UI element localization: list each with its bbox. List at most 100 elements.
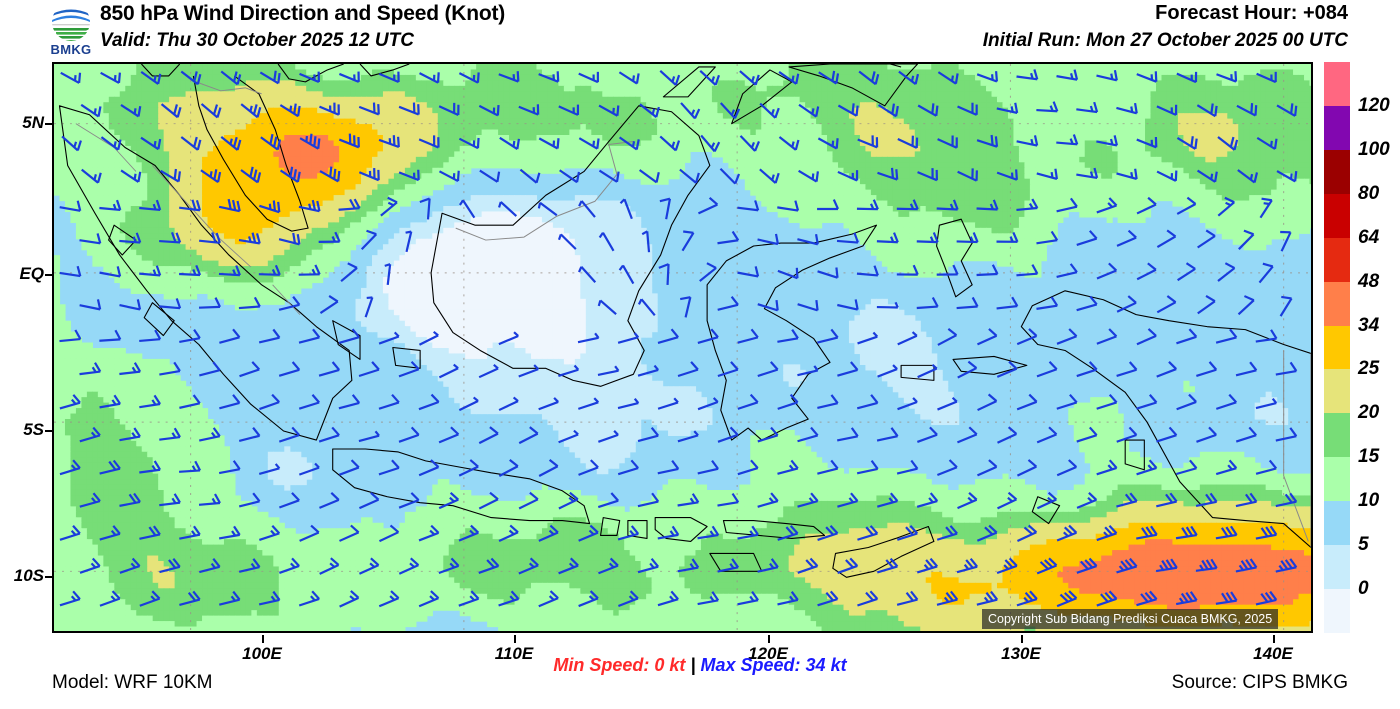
- wind-barb: [558, 557, 579, 575]
- x-axis-tick: [514, 635, 516, 643]
- wind-barb: [299, 524, 320, 542]
- min-speed-label: Min Speed: 0 kt: [553, 655, 686, 675]
- wind-barb: [338, 198, 361, 211]
- speed-range-label: Min Speed: 0 kt | Max Speed: 34 kt: [0, 655, 1400, 676]
- wind-barb: [797, 557, 819, 574]
- wind-barb: [260, 133, 282, 151]
- wind-barb: [657, 328, 679, 344]
- wind-barb: [857, 135, 879, 149]
- wind-barb: [1280, 230, 1292, 252]
- colorbar-segment: [1324, 545, 1350, 589]
- wind-barb: [378, 590, 400, 608]
- wind-barb: [99, 459, 121, 475]
- wind-barb: [996, 557, 1018, 575]
- wind-barb: [717, 361, 739, 378]
- wind-map[interactable]: Copyright Sub Bidang Prediksi Cuaca BMKG…: [52, 62, 1313, 633]
- wind-barb: [936, 459, 958, 477]
- wind-barb: [298, 199, 321, 213]
- y-axis-label: EQ: [19, 264, 44, 283]
- wind-barb: [139, 394, 161, 409]
- wind-barb: [1275, 558, 1298, 573]
- wind-map-canvas: [54, 64, 1311, 631]
- wind-barb: [916, 232, 939, 244]
- wind-barb: [917, 168, 938, 182]
- bmkg-logo-mark: [52, 3, 90, 41]
- wind-barb: [836, 232, 859, 244]
- wind-barb: [338, 459, 360, 476]
- wind-barb: [957, 168, 978, 182]
- wind-barb: [100, 136, 122, 151]
- wind-barb: [598, 169, 620, 183]
- colorbar-tick-label: 0: [1358, 578, 1369, 599]
- wind-barb: [617, 332, 640, 344]
- wind-barb: [817, 394, 839, 410]
- wind-barb: [418, 330, 439, 346]
- wind-barb: [438, 170, 460, 183]
- wind-barb: [777, 329, 799, 343]
- wind-barb: [1196, 103, 1218, 118]
- y-axis-label: 5S: [23, 420, 44, 439]
- wind-barb: [917, 363, 938, 379]
- colorbar-segment: [1324, 106, 1350, 150]
- wind-barb: [159, 558, 181, 574]
- wind-barb: [996, 102, 1019, 115]
- wind-barb: [380, 196, 398, 217]
- wind-barb: [360, 229, 378, 251]
- wind-barb: [238, 426, 261, 442]
- wind-barb: [59, 459, 81, 476]
- wind-barb: [1036, 168, 1058, 181]
- wind-barb: [458, 137, 480, 150]
- wind-barb: [258, 463, 281, 475]
- wind-barb: [936, 525, 958, 541]
- wind-barb: [1156, 426, 1178, 443]
- wind-barb: [1195, 492, 1218, 508]
- wind-barb: [139, 199, 162, 212]
- wind-barb: [1156, 492, 1178, 508]
- wind-barb: [577, 397, 600, 410]
- wind-barb: [1076, 557, 1098, 574]
- source-label: Source: CIPS BMKG: [1171, 672, 1348, 693]
- wind-barb: [896, 525, 919, 541]
- wind-barb: [518, 104, 540, 116]
- wind-barb: [1136, 525, 1158, 540]
- wind-barb: [1156, 361, 1178, 378]
- wind-barb: [937, 396, 958, 411]
- wind-barb: [996, 296, 1019, 310]
- wind-barb: [977, 393, 998, 412]
- wind-barb: [1016, 328, 1038, 346]
- wind-barb: [1036, 296, 1059, 310]
- wind-barb: [1279, 295, 1293, 317]
- wind-barb: [737, 393, 759, 410]
- wind-barb: [298, 590, 320, 607]
- wind-barb: [1215, 459, 1238, 476]
- wind-barb: [697, 525, 720, 540]
- wind-barb: [1076, 295, 1098, 312]
- wind-barb: [438, 491, 460, 510]
- colorbar-tick-label: 64: [1358, 227, 1380, 248]
- wind-barb: [697, 591, 720, 606]
- wind-barb: [1236, 103, 1258, 117]
- wind-barb: [817, 199, 840, 211]
- wind-barb: [438, 557, 460, 575]
- wind-barb: [1076, 101, 1099, 114]
- wind-barb: [578, 71, 599, 84]
- wind-barb: [699, 262, 717, 282]
- wind-barb: [518, 491, 539, 510]
- wind-barb: [697, 196, 719, 215]
- wind-barb: [318, 361, 341, 377]
- wind-barb: [1136, 136, 1158, 149]
- wind-barb: [697, 459, 719, 475]
- wind-barb: [218, 460, 241, 475]
- wind-barb: [199, 427, 221, 442]
- wind-barb: [1176, 136, 1198, 150]
- wind-barb: [619, 198, 633, 220]
- wind-barb: [957, 426, 978, 444]
- wind-barb: [538, 137, 560, 150]
- wind-barb: [1096, 590, 1118, 607]
- wind-barb: [218, 525, 241, 540]
- wind-barb: [340, 262, 358, 283]
- wind-barb: [160, 168, 181, 183]
- wind-barb: [917, 103, 939, 117]
- wind-barb: [817, 137, 839, 150]
- wind-barb: [1036, 426, 1058, 444]
